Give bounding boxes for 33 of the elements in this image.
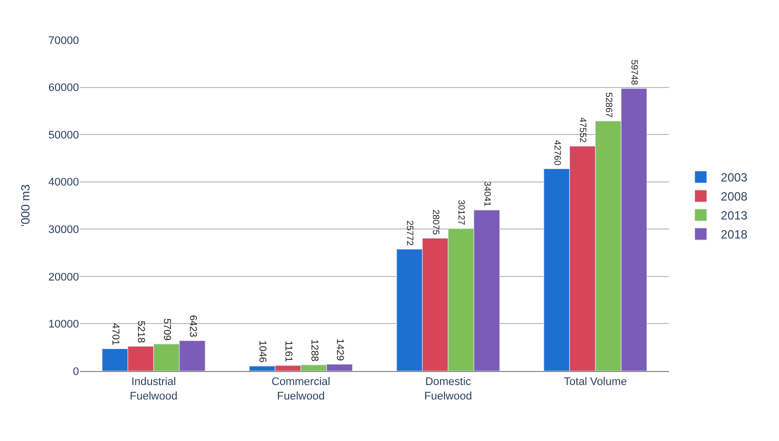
y-tick-label: 60000: [48, 82, 79, 94]
x-tick-label: Domestic Fuelwood: [424, 376, 472, 402]
data-label: 59748: [630, 60, 640, 86]
data-label: 5709: [161, 318, 172, 341]
data-label: 28075: [430, 209, 441, 235]
data-label: 25772: [405, 220, 416, 246]
data-label: 42760: [552, 140, 562, 166]
y-tick-label: 50000: [48, 129, 79, 142]
data-label: 1161: [282, 340, 294, 363]
data-label: 52867: [604, 92, 614, 118]
x-tick-label: Total Volume: [564, 376, 627, 388]
legend-label: 2013: [720, 208, 748, 223]
data-label: 1429: [334, 338, 346, 362]
data-label: 6423: [186, 314, 198, 338]
y-tick-label: 0: [72, 366, 79, 378]
data-label: 5218: [135, 320, 146, 344]
x-tick-label: Commercial Fuelwood: [272, 376, 330, 402]
data-label: 1046: [256, 340, 268, 364]
y-tick-label: 10000: [48, 318, 79, 331]
y-axis-title: '000 m3: [18, 184, 33, 227]
legend-label: 2003: [720, 170, 748, 185]
y-tick-label: 40000: [48, 176, 79, 189]
data-label: 1288: [308, 339, 320, 362]
data-label: 47552: [578, 117, 588, 143]
legend-label: 2008: [720, 190, 748, 204]
y-tick-label: 30000: [48, 224, 79, 236]
data-label: 34041: [482, 181, 492, 207]
y-tick-label: 70000: [48, 34, 79, 47]
data-label: 30127: [456, 200, 467, 226]
legend-label: 2018: [720, 228, 748, 242]
y-tick-label: 20000: [48, 271, 79, 284]
data-label: 4701: [109, 323, 120, 346]
x-tick-label: Industrial Fuelwood: [130, 376, 178, 402]
